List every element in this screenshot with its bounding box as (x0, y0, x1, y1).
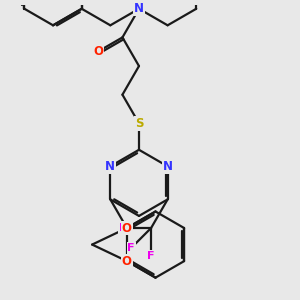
Text: O: O (122, 255, 132, 268)
Text: F: F (147, 251, 155, 261)
Text: N: N (134, 2, 144, 15)
Text: S: S (135, 117, 143, 130)
Text: O: O (93, 45, 103, 58)
Text: O: O (122, 221, 132, 235)
Text: F: F (128, 243, 135, 253)
Text: F: F (119, 223, 127, 233)
Text: N: N (163, 160, 172, 173)
Text: N: N (105, 160, 115, 173)
